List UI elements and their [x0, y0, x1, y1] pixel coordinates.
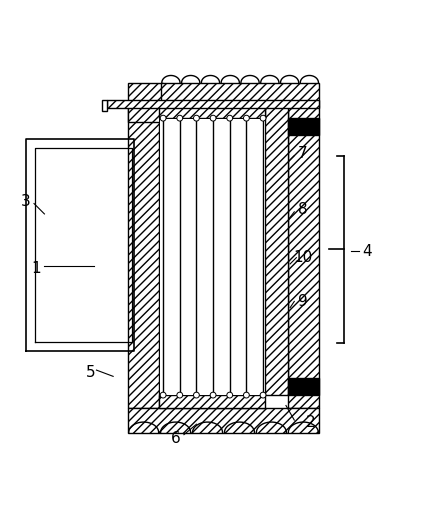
- Bar: [288, 105, 319, 408]
- Bar: [288, 378, 319, 395]
- Text: 10: 10: [293, 250, 312, 265]
- Text: 3: 3: [21, 194, 30, 209]
- Text: 9: 9: [298, 294, 308, 309]
- Bar: [128, 408, 319, 432]
- Text: 2: 2: [306, 415, 316, 429]
- Circle shape: [243, 392, 249, 398]
- Circle shape: [194, 392, 199, 398]
- Bar: [102, 99, 107, 111]
- Text: 8: 8: [298, 202, 308, 218]
- Bar: [107, 100, 319, 108]
- Bar: [159, 395, 265, 408]
- Circle shape: [210, 392, 216, 398]
- Circle shape: [210, 115, 216, 121]
- Text: 1: 1: [31, 261, 41, 276]
- Circle shape: [194, 115, 199, 121]
- Circle shape: [227, 392, 233, 398]
- Bar: [265, 105, 288, 395]
- Text: 4: 4: [362, 244, 372, 259]
- Bar: [128, 105, 159, 408]
- Circle shape: [177, 392, 183, 398]
- Bar: [159, 105, 265, 118]
- Circle shape: [260, 392, 266, 398]
- Circle shape: [243, 115, 249, 121]
- Bar: [159, 118, 265, 395]
- Bar: [161, 83, 319, 105]
- Text: 5: 5: [85, 365, 95, 380]
- Bar: [128, 83, 163, 122]
- Text: 6: 6: [171, 431, 181, 446]
- Circle shape: [227, 115, 233, 121]
- Bar: [288, 118, 319, 135]
- Circle shape: [160, 392, 166, 398]
- Text: 7: 7: [298, 146, 308, 161]
- Circle shape: [160, 115, 166, 121]
- Circle shape: [260, 115, 266, 121]
- Circle shape: [177, 115, 183, 121]
